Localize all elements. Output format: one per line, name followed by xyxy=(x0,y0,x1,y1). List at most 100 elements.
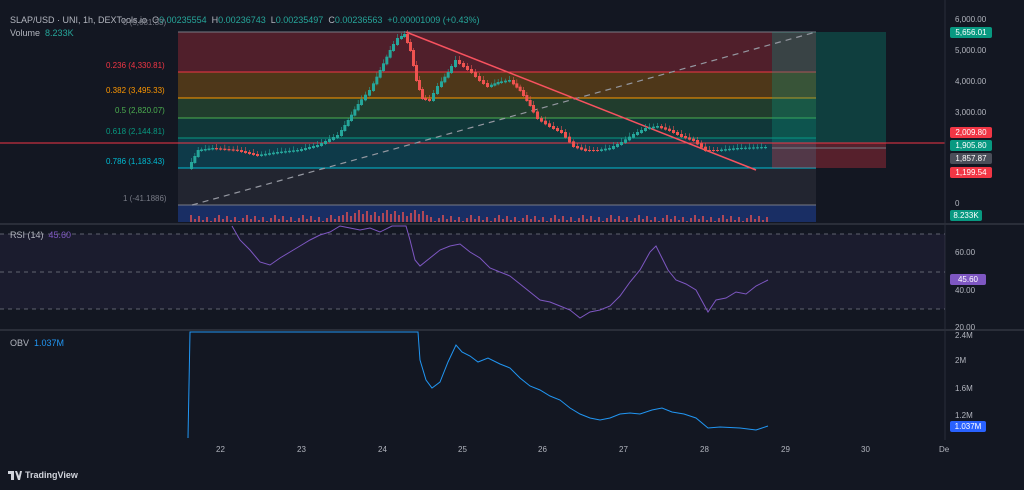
volume-bar xyxy=(622,220,624,222)
volume-bar xyxy=(406,216,408,222)
price-tag-stop[interactable]: 1,199.54 xyxy=(950,167,992,178)
time-axis-label: De xyxy=(939,445,950,454)
price-tag-last[interactable]: 1,857.87 xyxy=(950,153,992,164)
volume-bar xyxy=(610,215,612,222)
candle-body xyxy=(316,145,319,147)
candle-body xyxy=(190,162,193,169)
candle-body xyxy=(280,151,283,153)
candle-body xyxy=(478,76,481,81)
candle-body xyxy=(752,147,755,149)
candle-body xyxy=(525,95,529,101)
volume-bar xyxy=(434,221,436,222)
candle-body xyxy=(508,80,511,82)
volume-bar xyxy=(222,219,224,222)
candle-body xyxy=(462,63,465,67)
volume-bar xyxy=(762,220,764,222)
volume-bar xyxy=(362,214,364,222)
candle-body xyxy=(576,146,579,149)
volume-bar xyxy=(258,220,260,222)
volume-bar xyxy=(358,210,360,222)
volume-bar xyxy=(730,216,732,222)
candle-body xyxy=(343,125,347,131)
volume-bar xyxy=(498,215,500,222)
volume-bar xyxy=(726,219,728,222)
candle-body xyxy=(540,118,543,122)
volume-bar xyxy=(538,220,540,222)
obv-value-tag[interactable]: 1.037M xyxy=(950,421,986,432)
symbol-legend[interactable]: SLAP/USD · UNI, 1h, DEXTools.io O0.00235… xyxy=(10,15,480,25)
volume-tag[interactable]: 8.233K xyxy=(950,210,982,221)
volume-bar xyxy=(246,215,248,222)
candle-body xyxy=(708,150,711,151)
candle-body xyxy=(196,150,200,157)
volume-legend[interactable]: Volume 8.233K xyxy=(10,28,74,38)
volume-bar xyxy=(678,220,680,222)
fib-zone-0382-05 xyxy=(178,98,816,118)
candle-body xyxy=(418,80,421,90)
tradingview-logo[interactable]: TradingView xyxy=(8,470,78,480)
candle-body xyxy=(396,38,399,45)
candle-body xyxy=(340,130,343,136)
volume-bar xyxy=(390,214,392,222)
price-tag-target[interactable]: 5,656.01 xyxy=(950,27,992,38)
volume-bar xyxy=(294,221,296,222)
volume-bar xyxy=(670,219,672,222)
volume-bar xyxy=(454,220,456,222)
rsi-legend[interactable]: RSI (14) 45.60 xyxy=(10,230,71,240)
low-label: L xyxy=(270,15,276,25)
volume-bar xyxy=(506,216,508,222)
volume-bar xyxy=(206,217,208,222)
candle-body xyxy=(515,83,519,88)
candle-body xyxy=(736,148,739,150)
candle-body xyxy=(276,152,279,154)
rsi-label: RSI (14) xyxy=(10,230,44,240)
volume-bar xyxy=(374,212,376,222)
time-axis-label: 29 xyxy=(781,445,790,454)
volume-bar xyxy=(482,220,484,222)
downtrend-line[interactable] xyxy=(405,31,757,171)
volume-bar xyxy=(742,221,744,222)
obv-legend[interactable]: OBV 1.037M xyxy=(10,338,64,348)
dashed-trend-line[interactable] xyxy=(191,31,817,206)
fib-label-0382: 0.382 (3,495.33) xyxy=(106,86,165,95)
rsi-axis-label: 60.00 xyxy=(955,248,976,257)
price-tag-current[interactable]: 2,009.80 xyxy=(950,127,992,138)
position-profit-zone[interactable] xyxy=(772,32,886,143)
candle-body xyxy=(235,149,239,151)
candle-body xyxy=(728,148,731,151)
candle-body xyxy=(660,126,663,129)
volume-bar xyxy=(302,215,304,222)
volume-bar xyxy=(570,217,572,222)
candle-body xyxy=(215,148,218,150)
volume-bar xyxy=(398,215,400,222)
candle-body xyxy=(403,34,406,37)
high-label: H xyxy=(211,15,219,25)
volume-bar xyxy=(338,216,340,222)
volume-bar xyxy=(194,219,196,222)
position-loss-zone[interactable] xyxy=(772,143,886,168)
candle-body xyxy=(744,147,747,149)
volume-bar xyxy=(530,219,532,222)
candle-body xyxy=(388,50,392,58)
candle-body xyxy=(668,128,671,131)
volume-bar xyxy=(582,215,584,222)
time-axis-label: 30 xyxy=(861,445,870,454)
volume-bar xyxy=(686,221,688,222)
volume-bar xyxy=(322,221,324,222)
candle-body xyxy=(592,150,595,151)
volume-bar xyxy=(254,216,256,222)
candle-body xyxy=(207,148,211,150)
price-tag-entry[interactable]: 1,905.80 xyxy=(950,140,992,151)
rsi-value-tag[interactable]: 45.60 xyxy=(950,274,986,285)
candle-body xyxy=(436,86,439,94)
candle-body xyxy=(684,136,687,139)
open-label: O xyxy=(152,15,160,25)
candle-body xyxy=(580,147,583,150)
fib-zone-0236-0382 xyxy=(178,72,816,98)
candle-body xyxy=(493,83,497,86)
volume-bar xyxy=(342,215,344,222)
volume-bar xyxy=(378,216,380,222)
candle-body xyxy=(332,137,335,140)
